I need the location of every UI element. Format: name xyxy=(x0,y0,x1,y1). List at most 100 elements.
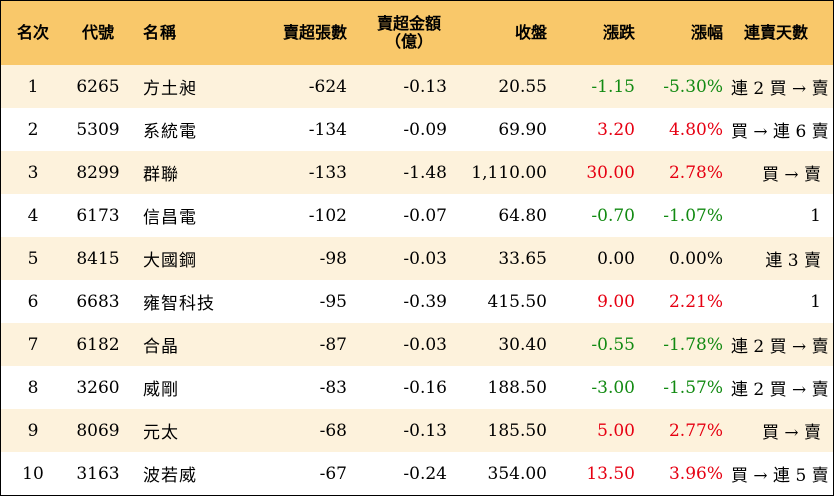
cell-name: 群聯 xyxy=(143,165,179,185)
cell-code: 6683 xyxy=(76,291,120,312)
cell-code: 8415 xyxy=(76,248,120,269)
header-change: 漲跌 xyxy=(602,23,635,42)
header-sell-amount-line2: （億） xyxy=(384,32,433,51)
cell-percent: -1.78% xyxy=(663,334,723,355)
cell-name: 合晶 xyxy=(143,337,179,357)
cell-percent: -5.30% xyxy=(663,76,723,97)
cell-close: 188.50 xyxy=(487,377,547,398)
cell-sell-amount: -0.09 xyxy=(403,119,447,140)
cell-percent: 2.21% xyxy=(668,291,723,312)
table-row: 1 6265 方土昶 -624 -0.13 20.55 -1.15 -5.30% 連 2 買 →… xyxy=(1,65,833,108)
table-row: 5 8415 大國鋼 -98 -0.03 33.65 0.00 0.00% 連 3 賣 xyxy=(1,237,833,280)
cell-sell-days: 1 xyxy=(810,205,821,226)
cell-name: 威剛 xyxy=(143,380,179,400)
cell-sell-amount: -0.13 xyxy=(403,420,447,441)
cell-name: 大國鋼 xyxy=(143,251,197,271)
cell-percent: 0.00% xyxy=(668,248,723,269)
cell-percent: -1.07% xyxy=(663,205,723,226)
cell-sell-amount: -0.24 xyxy=(403,463,447,484)
header-name: 名稱 xyxy=(143,23,178,42)
cell-close: 33.65 xyxy=(498,248,547,269)
cell-code: 8069 xyxy=(76,420,120,441)
cell-code: 6265 xyxy=(76,76,120,97)
header-sell-days: 連賣天數 xyxy=(743,23,808,42)
cell-rank: 5 xyxy=(27,248,39,269)
cell-code: 6173 xyxy=(76,205,120,226)
cell-close: 1,110.00 xyxy=(471,162,547,183)
table-body: 1 6265 方土昶 -624 -0.13 20.55 -1.15 -5.30% 連 2 買 →… xyxy=(1,65,833,495)
cell-name: 元太 xyxy=(143,423,179,443)
cell-rank: 6 xyxy=(27,291,39,312)
cell-name: 信昌電 xyxy=(143,208,197,228)
cell-sell-days: 買 → 賣 xyxy=(761,423,821,443)
cell-sell-sheets: -68 xyxy=(319,420,347,441)
cell-change: 0.00 xyxy=(597,248,635,269)
header-sell-amount-line1: 賣超金額 xyxy=(376,14,441,33)
cell-name: 系統電 xyxy=(143,122,197,142)
cell-percent: 4.80% xyxy=(668,119,723,140)
cell-code: 3163 xyxy=(76,463,120,484)
table-row: 9 8069 元太 -68 -0.13 185.50 5.00 2.77% 買 → 賣 xyxy=(1,409,833,452)
cell-sell-sheets: -95 xyxy=(319,291,347,312)
cell-rank: 3 xyxy=(27,162,39,183)
cell-rank: 8 xyxy=(27,377,39,398)
header-rank: 名次 xyxy=(16,23,49,42)
header-code: 代號 xyxy=(81,23,114,42)
cell-percent: 3.96% xyxy=(668,463,723,484)
cell-sell-sheets: -87 xyxy=(319,334,347,355)
table-row: 6 6683 雍智科技 -95 -0.39 415.50 9.00 2.21% 1 xyxy=(1,280,833,323)
cell-code: 6182 xyxy=(76,334,120,355)
cell-change: 9.00 xyxy=(597,291,635,312)
cell-sell-days: 買 → 連 5 賣 xyxy=(731,466,829,486)
cell-sell-sheets: -624 xyxy=(308,76,347,97)
cell-rank: 4 xyxy=(27,205,39,226)
cell-close: 415.50 xyxy=(487,291,547,312)
cell-close: 185.50 xyxy=(487,420,547,441)
header-close: 收盤 xyxy=(514,23,547,42)
cell-close: 69.90 xyxy=(498,119,547,140)
cell-percent: -1.57% xyxy=(663,377,723,398)
cell-change: 5.00 xyxy=(597,420,635,441)
table-header-row: 名次 代號 名稱 賣超張數 賣超金額 （億） 收盤 漲跌 漲幅 連賣天數 xyxy=(1,1,833,65)
table-row: 4 6173 信昌電 -102 -0.07 64.80 -0.70 -1.07% 1 xyxy=(1,194,833,237)
cell-sell-days: 1 xyxy=(810,291,821,312)
cell-change: 3.20 xyxy=(597,119,635,140)
cell-code: 3260 xyxy=(76,377,120,398)
cell-sell-sheets: -83 xyxy=(319,377,347,398)
cell-change: 30.00 xyxy=(586,162,635,183)
cell-rank: 10 xyxy=(22,463,44,484)
cell-sell-amount: -0.03 xyxy=(403,248,447,269)
cell-name: 方土昶 xyxy=(143,79,197,99)
cell-change: 13.50 xyxy=(586,463,635,484)
cell-sell-days: 買 → 連 6 賣 xyxy=(731,122,829,142)
cell-sell-amount: -0.07 xyxy=(403,205,447,226)
cell-change: -3.00 xyxy=(591,377,635,398)
cell-sell-amount: -0.39 xyxy=(403,291,447,312)
cell-close: 354.00 xyxy=(487,463,547,484)
cell-sell-days: 連 2 買 → 賣 xyxy=(731,79,829,99)
cell-sell-sheets: -67 xyxy=(319,463,347,484)
cell-sell-sheets: -133 xyxy=(308,162,347,183)
cell-rank: 2 xyxy=(27,119,39,140)
cell-percent: 2.77% xyxy=(668,420,723,441)
cell-percent: 2.78% xyxy=(668,162,723,183)
cell-change: -0.70 xyxy=(591,205,635,226)
cell-sell-days: 連 2 買 → 賣 xyxy=(731,380,829,400)
cell-sell-days: 買 → 賣 xyxy=(761,165,821,185)
cell-change: -1.15 xyxy=(591,76,635,97)
table-row: 3 8299 群聯 -133 -1.48 1,110.00 30.00 2.78% 買 → 賣 xyxy=(1,151,833,194)
cell-sell-days: 連 2 買 → 賣 xyxy=(731,337,829,357)
cell-rank: 9 xyxy=(27,420,39,441)
cell-sell-sheets: -98 xyxy=(319,248,347,269)
table-row: 8 3260 威剛 -83 -0.16 188.50 -3.00 -1.57% 連 2 買 → … xyxy=(1,366,833,409)
cell-sell-amount: -0.13 xyxy=(403,76,447,97)
cell-change: -0.55 xyxy=(591,334,635,355)
cell-name: 雍智科技 xyxy=(143,294,215,314)
cell-close: 64.80 xyxy=(498,205,547,226)
cell-close: 30.40 xyxy=(498,334,547,355)
cell-rank: 7 xyxy=(27,334,39,355)
table-row: 7 6182 合晶 -87 -0.03 30.40 -0.55 -1.78% 連 2 買 → 賣 xyxy=(1,323,833,366)
cell-close: 20.55 xyxy=(498,76,547,97)
